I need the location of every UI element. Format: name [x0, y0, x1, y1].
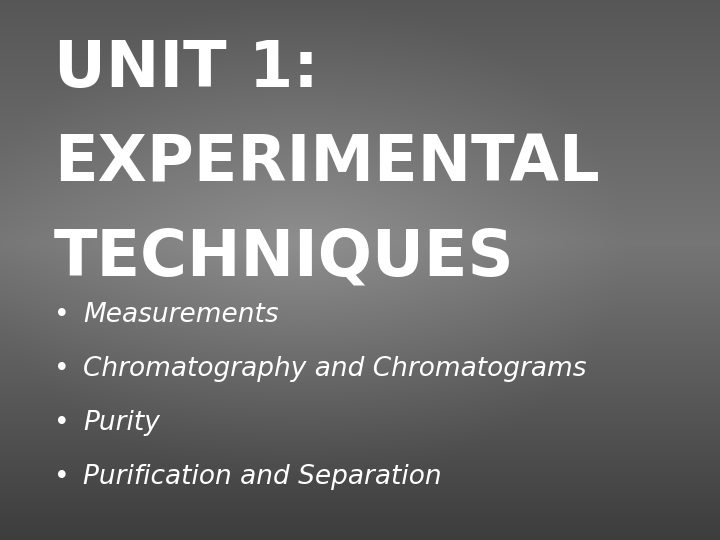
Text: Measurements: Measurements	[83, 302, 279, 328]
Text: TECHNIQUES: TECHNIQUES	[54, 227, 515, 289]
Text: EXPERIMENTAL: EXPERIMENTAL	[54, 132, 600, 194]
Text: Purification and Separation: Purification and Separation	[83, 464, 441, 490]
Text: Purity: Purity	[83, 410, 160, 436]
Text: UNIT 1:: UNIT 1:	[54, 38, 319, 100]
Text: •: •	[54, 464, 70, 490]
Text: •: •	[54, 410, 70, 436]
Text: •: •	[54, 302, 70, 328]
Text: Chromatography and Chromatograms: Chromatography and Chromatograms	[83, 356, 586, 382]
Text: •: •	[54, 356, 70, 382]
